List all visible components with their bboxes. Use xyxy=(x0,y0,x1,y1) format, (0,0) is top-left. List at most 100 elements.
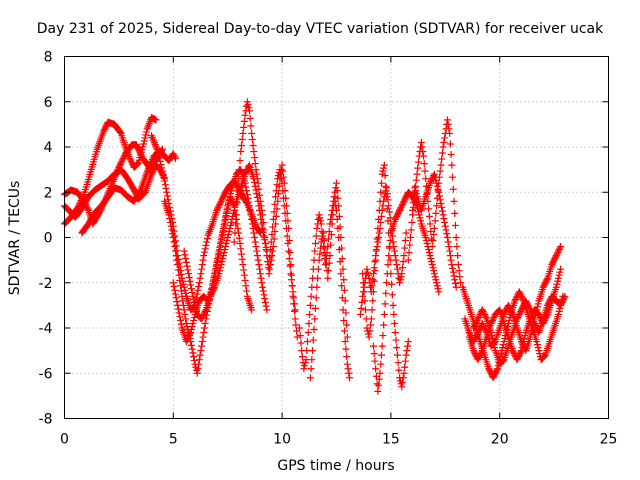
data-point xyxy=(227,187,235,195)
data-point xyxy=(223,208,231,216)
data-point xyxy=(337,270,345,278)
data-point xyxy=(269,223,277,231)
data-point xyxy=(290,307,298,315)
data-point xyxy=(193,366,201,374)
data-point xyxy=(228,197,236,205)
data-point xyxy=(224,234,232,241)
data-point xyxy=(296,332,304,340)
data-point xyxy=(359,270,367,278)
data-point xyxy=(450,197,458,205)
data-point xyxy=(443,116,451,124)
data-point xyxy=(169,150,177,158)
data-point xyxy=(248,215,256,223)
data-point xyxy=(266,265,274,273)
data-point xyxy=(333,187,341,195)
data-point xyxy=(308,356,316,364)
data-point xyxy=(367,321,375,329)
data-point xyxy=(256,191,264,199)
data-point xyxy=(196,351,204,359)
data-point xyxy=(437,161,445,169)
y-tick-label: -8 xyxy=(39,412,53,428)
data-point xyxy=(130,186,138,194)
data-point xyxy=(163,192,171,200)
data-point xyxy=(194,365,202,373)
data-point xyxy=(187,329,195,337)
data-point xyxy=(509,348,517,356)
data-point xyxy=(137,151,145,159)
data-point xyxy=(475,327,483,335)
data-point xyxy=(236,166,244,174)
data-point xyxy=(279,187,287,195)
data-point xyxy=(513,315,521,323)
data-point xyxy=(508,309,516,317)
data-point xyxy=(177,316,185,324)
data-point xyxy=(552,253,560,261)
data-point xyxy=(306,301,314,309)
data-point xyxy=(370,277,378,285)
data-point xyxy=(442,226,450,234)
data-point xyxy=(253,252,261,260)
data-point xyxy=(525,303,533,311)
data-point xyxy=(170,238,178,246)
data-point xyxy=(238,135,246,143)
data-point xyxy=(495,307,503,315)
data-point xyxy=(553,280,561,288)
data-point xyxy=(234,224,242,232)
data-point xyxy=(506,304,514,312)
data-point xyxy=(283,232,291,240)
data-point xyxy=(540,282,548,290)
data-point xyxy=(286,262,294,270)
data-point xyxy=(177,287,185,295)
data-point xyxy=(261,240,269,248)
data-point xyxy=(237,141,245,149)
data-point xyxy=(300,365,308,373)
data-point xyxy=(474,356,482,364)
data-point xyxy=(285,247,293,255)
data-point xyxy=(170,283,178,291)
data-point xyxy=(219,255,227,263)
data-point xyxy=(243,191,251,199)
data-point xyxy=(132,141,140,149)
data-point xyxy=(413,170,421,178)
data-point xyxy=(401,196,409,204)
data-point xyxy=(171,290,179,298)
data-point xyxy=(324,274,332,282)
data-point xyxy=(430,172,438,180)
data-point xyxy=(517,307,525,315)
data-point xyxy=(297,339,305,347)
data-point xyxy=(259,224,267,232)
data-point xyxy=(386,237,394,245)
data-point xyxy=(172,242,180,250)
data-point xyxy=(451,276,459,284)
data-point xyxy=(380,321,388,329)
data-point xyxy=(254,179,262,187)
data-point xyxy=(554,249,562,257)
data-point xyxy=(438,207,446,215)
data-point xyxy=(313,283,321,291)
data-point xyxy=(398,270,406,278)
data-point xyxy=(219,227,227,235)
data-point xyxy=(545,298,553,306)
data-point xyxy=(411,184,419,192)
data-point xyxy=(381,300,389,308)
data-point xyxy=(433,179,441,187)
data-point xyxy=(402,351,410,359)
data-point xyxy=(182,319,190,327)
data-point xyxy=(542,277,550,285)
data-point xyxy=(189,292,197,300)
data-point xyxy=(369,297,377,305)
data-point xyxy=(431,217,439,225)
data-point xyxy=(388,280,396,288)
data-point xyxy=(359,279,367,287)
data-point xyxy=(215,270,223,278)
data-point xyxy=(532,322,540,330)
data-point xyxy=(365,274,373,282)
data-point xyxy=(284,240,292,248)
data-point xyxy=(230,238,238,246)
data-point xyxy=(163,188,171,196)
data-point xyxy=(251,238,259,246)
data-point xyxy=(517,291,525,299)
data-point xyxy=(213,206,221,214)
chart-title: Day 231 of 2025, Sidereal Day-to-day VTE… xyxy=(37,21,604,37)
data-point xyxy=(215,249,223,257)
